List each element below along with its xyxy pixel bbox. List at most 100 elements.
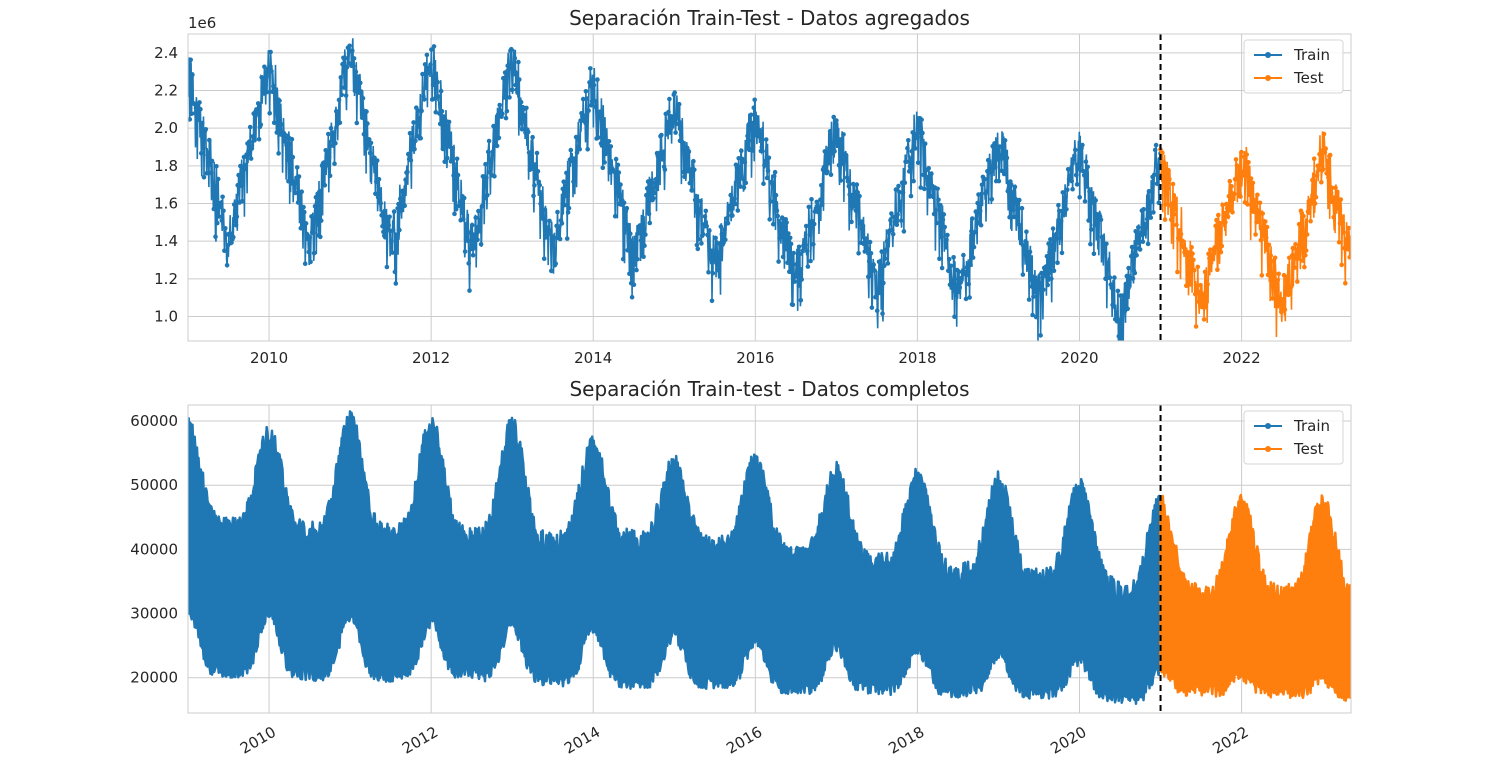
data-point <box>196 117 201 122</box>
data-point <box>885 261 891 266</box>
data-point <box>371 159 376 165</box>
data-point <box>614 173 620 179</box>
data-point <box>819 202 825 207</box>
data-point <box>1156 200 1162 206</box>
data-point <box>541 256 547 262</box>
data-point <box>327 173 333 178</box>
data-point <box>667 96 672 102</box>
data-point <box>267 111 273 116</box>
data-point <box>1346 225 1351 231</box>
data-point <box>748 112 754 118</box>
data-point <box>705 232 710 238</box>
data-point <box>999 168 1004 173</box>
data-point <box>626 222 631 228</box>
data-point <box>413 138 418 144</box>
data-point <box>564 236 570 241</box>
data-point <box>271 120 277 126</box>
data-point <box>276 151 281 156</box>
data-point <box>881 280 886 286</box>
chart-title: Separación Train-Test - Datos agregados <box>569 6 970 30</box>
data-point <box>1000 156 1005 161</box>
data-point <box>561 179 566 184</box>
data-point <box>1013 196 1019 202</box>
data-point <box>302 209 307 215</box>
data-point <box>565 210 571 215</box>
data-point <box>1138 232 1144 238</box>
data-point <box>1296 221 1302 227</box>
data-point <box>1017 197 1022 203</box>
data-point <box>1256 208 1262 214</box>
legend: Train Test <box>1243 410 1344 465</box>
data-point <box>771 221 776 227</box>
data-point <box>324 163 329 168</box>
data-point <box>644 192 649 198</box>
data-point <box>1178 231 1184 237</box>
data-point <box>1239 149 1244 155</box>
data-point <box>1009 182 1014 188</box>
data-point <box>596 135 601 140</box>
data-point <box>868 251 874 256</box>
data-point <box>762 162 767 168</box>
data-point <box>509 87 515 93</box>
data-point <box>699 241 704 246</box>
data-point <box>714 260 719 266</box>
data-point <box>291 182 297 187</box>
data-point <box>778 221 783 227</box>
data-point <box>680 140 685 145</box>
data-point <box>713 235 718 241</box>
data-point <box>199 151 204 156</box>
data-point <box>200 145 206 151</box>
data-point <box>1073 147 1078 153</box>
data-point <box>1214 217 1219 223</box>
data-point <box>711 252 717 257</box>
data-point <box>879 249 884 254</box>
data-point <box>588 103 594 108</box>
data-point <box>1100 234 1106 240</box>
data-point <box>635 256 640 262</box>
data-point <box>1049 276 1054 282</box>
data-point <box>1205 281 1210 287</box>
data-point <box>1149 199 1154 205</box>
data-point <box>732 201 738 207</box>
data-point <box>1288 284 1294 290</box>
data-point <box>861 241 867 247</box>
data-point <box>411 120 416 125</box>
data-point <box>804 248 810 254</box>
data-point <box>1248 176 1254 181</box>
data-point <box>188 57 193 63</box>
data-point <box>1023 239 1028 244</box>
data-point <box>379 212 384 218</box>
data-point <box>664 132 669 137</box>
data-point <box>800 248 805 254</box>
data-point <box>866 259 872 264</box>
data-point <box>308 259 313 265</box>
data-point <box>227 232 232 237</box>
data-point <box>484 175 489 180</box>
data-point <box>757 133 763 138</box>
data-point <box>1081 168 1086 174</box>
data-point <box>882 256 888 262</box>
data-point <box>537 182 542 188</box>
data-point <box>322 183 328 188</box>
data-point <box>1043 264 1049 269</box>
data-point <box>1216 212 1221 218</box>
data-point <box>428 62 433 67</box>
data-point <box>786 231 791 236</box>
data-point <box>496 135 502 141</box>
data-point <box>274 130 280 135</box>
data-point <box>624 205 630 211</box>
data-point <box>652 180 658 186</box>
data-point <box>1250 180 1256 186</box>
data-point <box>725 220 731 226</box>
data-point <box>1120 298 1125 303</box>
data-point <box>455 172 461 178</box>
data-point <box>268 49 273 55</box>
data-point <box>902 180 908 185</box>
data-point <box>1025 266 1031 271</box>
data-point <box>366 137 372 142</box>
data-point <box>869 305 875 310</box>
data-point <box>454 156 460 162</box>
data-point <box>907 164 913 169</box>
data-point <box>647 220 653 226</box>
markers-test <box>1158 131 1351 329</box>
